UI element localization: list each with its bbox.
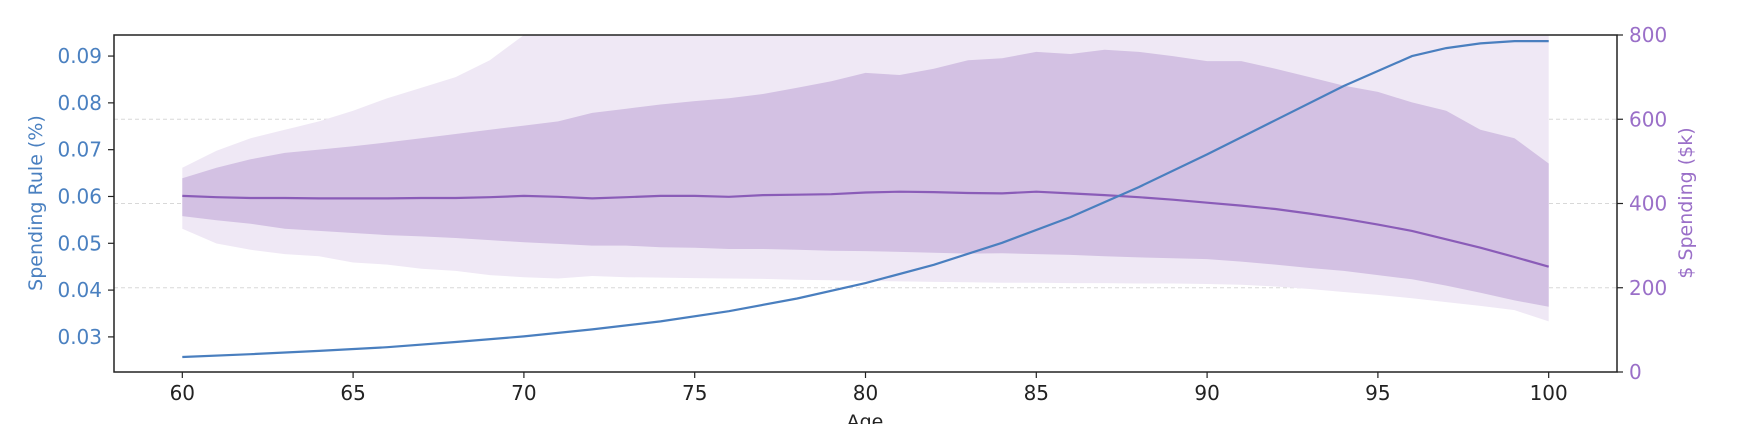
y-right-tick-label: 800 [1629, 23, 1667, 47]
y-left-axis-label: Spending Rule (%) [25, 115, 47, 291]
x-tick-label: 70 [511, 381, 536, 405]
y-right-tick-label: 200 [1629, 276, 1667, 300]
x-tick-label: 60 [170, 381, 195, 405]
axes: 60 65 70 75 80 85 90 95 100 0.03 0.04 0.05 0.06 0.07 0… [57, 23, 1667, 405]
spending-median-line [182, 190, 1550, 268]
y-right-tick-label: 600 [1629, 107, 1667, 131]
y-right-axis-label: $ Spending ($k) [1675, 127, 1697, 278]
x-tick-label: 85 [1024, 381, 1049, 405]
y-right-tick-label: 0 [1629, 360, 1642, 384]
x-axis-label: Age [847, 411, 884, 424]
y-left-tick-label: 0.09 [57, 44, 102, 68]
x-tick-label: 100 [1530, 381, 1568, 405]
x-tick-label: 90 [1194, 381, 1219, 405]
series-lines [182, 39, 1550, 359]
y-left-tick-label: 0.06 [57, 184, 102, 208]
y-left-tick-label: 0.04 [57, 278, 102, 302]
x-tick-label: 75 [682, 381, 707, 405]
y-left-tick-label: 0.05 [57, 231, 102, 255]
x-tick-label: 95 [1365, 381, 1390, 405]
y-left-tick-label: 0.07 [57, 138, 102, 162]
spending-rule-line [182, 39, 1549, 359]
y-left-tick-label: 0.03 [57, 325, 102, 349]
spending-bands [182, 35, 1549, 322]
x-tick-label: 65 [340, 381, 365, 405]
y-right-tick-label: 400 [1629, 192, 1667, 216]
spending-band-inner [182, 49, 1549, 307]
x-tick-label: 80 [853, 381, 878, 405]
y-left-tick-label: 0.08 [57, 91, 102, 115]
